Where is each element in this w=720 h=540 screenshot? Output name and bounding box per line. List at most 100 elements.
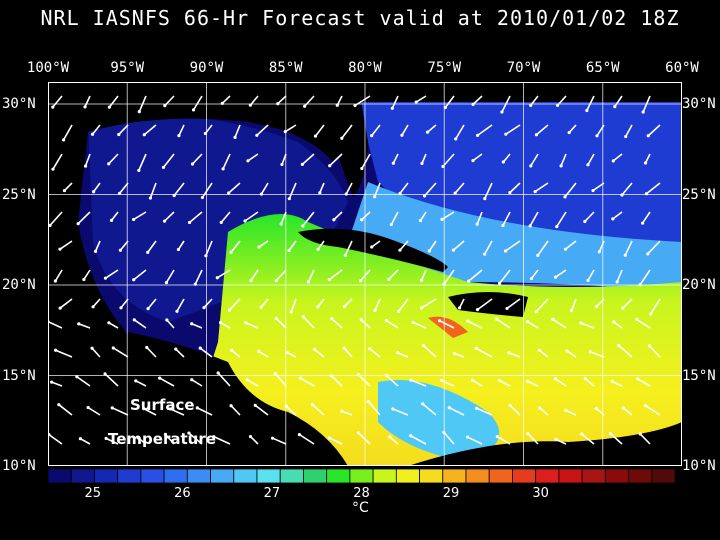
color-bar-swatch <box>117 469 142 483</box>
wind-vector-head <box>298 376 303 380</box>
wind-vector <box>458 298 465 309</box>
wind-vector-head <box>48 223 52 227</box>
wind-vector <box>555 438 567 445</box>
wind-vector-head <box>77 322 81 326</box>
wind-vector-head <box>583 376 587 381</box>
wind-vector-head <box>621 406 626 410</box>
wind-vector-head <box>204 254 208 258</box>
wind-vector <box>534 182 549 193</box>
wind-vector <box>618 344 633 358</box>
wind-vector-head <box>48 433 51 437</box>
wind-vector-head <box>248 103 252 107</box>
wind-vector-head <box>257 349 261 354</box>
wind-vector <box>191 323 203 329</box>
wind-vector <box>62 124 73 141</box>
color-bar-swatch <box>558 469 583 483</box>
wind-vector-head <box>119 306 123 310</box>
wind-vector <box>584 377 595 387</box>
wind-vector-head <box>142 407 146 411</box>
wind-vector <box>300 377 315 387</box>
wind-vector-head <box>318 191 322 195</box>
wind-vector-head <box>259 305 263 309</box>
color-bar-tick: 26 <box>174 486 191 501</box>
wind-vector-head <box>191 108 196 112</box>
wind-vector <box>258 240 269 248</box>
wind-vector <box>374 298 381 311</box>
wind-vector-head <box>536 253 540 257</box>
wind-vector <box>467 320 483 329</box>
color-bar-swatch <box>140 469 165 483</box>
wind-vector-head <box>279 222 283 226</box>
wind-vector <box>564 182 577 198</box>
wind-vector-head <box>227 191 231 195</box>
wind-vector <box>319 182 325 194</box>
wind-vector <box>501 95 511 113</box>
wind-vector-head <box>162 219 167 223</box>
wind-vector-head <box>175 309 179 313</box>
wind-vector-head <box>440 217 444 222</box>
wind-vector-head <box>93 249 98 253</box>
wind-vector-head <box>420 161 424 165</box>
wind-vector-head <box>330 317 334 321</box>
wind-vector-head <box>83 105 87 109</box>
wind-vector <box>639 269 651 286</box>
wind-vector <box>143 124 157 136</box>
wind-vector <box>560 153 567 167</box>
hispaniola-land <box>448 292 528 317</box>
wind-vector <box>137 437 147 445</box>
color-bar-swatch <box>94 469 119 483</box>
wind-vector-head <box>447 406 451 410</box>
wind-vector <box>108 153 119 165</box>
wind-vector-head <box>483 252 487 256</box>
wind-vector-head <box>353 103 357 108</box>
wind-vector <box>648 345 661 358</box>
wind-vector-head <box>360 218 364 222</box>
wind-vector <box>565 240 577 250</box>
wind-vector-head <box>218 320 223 325</box>
wind-vector <box>439 319 455 329</box>
wind-vector-head <box>176 247 181 252</box>
wind-vector-head <box>421 343 426 348</box>
wind-vector <box>421 153 427 164</box>
wind-vector-head <box>48 320 50 324</box>
wind-vector <box>94 240 101 252</box>
wind-vector <box>420 269 427 281</box>
wind-vector-head <box>421 402 425 406</box>
wind-vector <box>191 153 203 165</box>
wind-vector <box>595 407 605 416</box>
wind-vector <box>260 298 269 308</box>
wind-vector-head <box>117 132 121 137</box>
wind-vector <box>625 124 633 137</box>
wind-vector <box>509 404 521 416</box>
wind-vector-head <box>303 104 307 108</box>
wind-vector-head <box>538 406 542 410</box>
wind-vector <box>277 95 287 105</box>
wind-vector-head <box>310 402 314 407</box>
south-america-land <box>408 422 682 466</box>
wind-vector <box>498 269 511 284</box>
wind-vector <box>624 240 633 256</box>
wind-vector-head <box>503 249 508 253</box>
wind-vector <box>176 298 185 312</box>
wind-vector-head <box>273 372 278 376</box>
wind-vector-head <box>507 351 511 355</box>
wind-vector-head <box>233 135 237 139</box>
wind-vector <box>556 211 567 228</box>
wind-vector-head <box>134 379 138 383</box>
wind-vector <box>455 124 465 140</box>
wind-vector-head <box>137 168 141 173</box>
wind-vector <box>535 298 549 313</box>
wind-vector <box>636 318 651 329</box>
wind-vector-head <box>243 219 247 223</box>
wind-vector-head <box>313 347 317 352</box>
wind-vector-head <box>585 108 589 113</box>
wind-vector-head <box>526 379 530 383</box>
wind-vector-head <box>411 320 415 325</box>
wind-vector <box>177 240 185 250</box>
wind-vector <box>274 373 287 387</box>
wind-vector-head <box>244 321 248 325</box>
wind-vector <box>398 298 409 312</box>
wind-vector <box>189 211 203 224</box>
wind-vector-head <box>111 346 115 350</box>
wind-vector <box>354 95 371 107</box>
